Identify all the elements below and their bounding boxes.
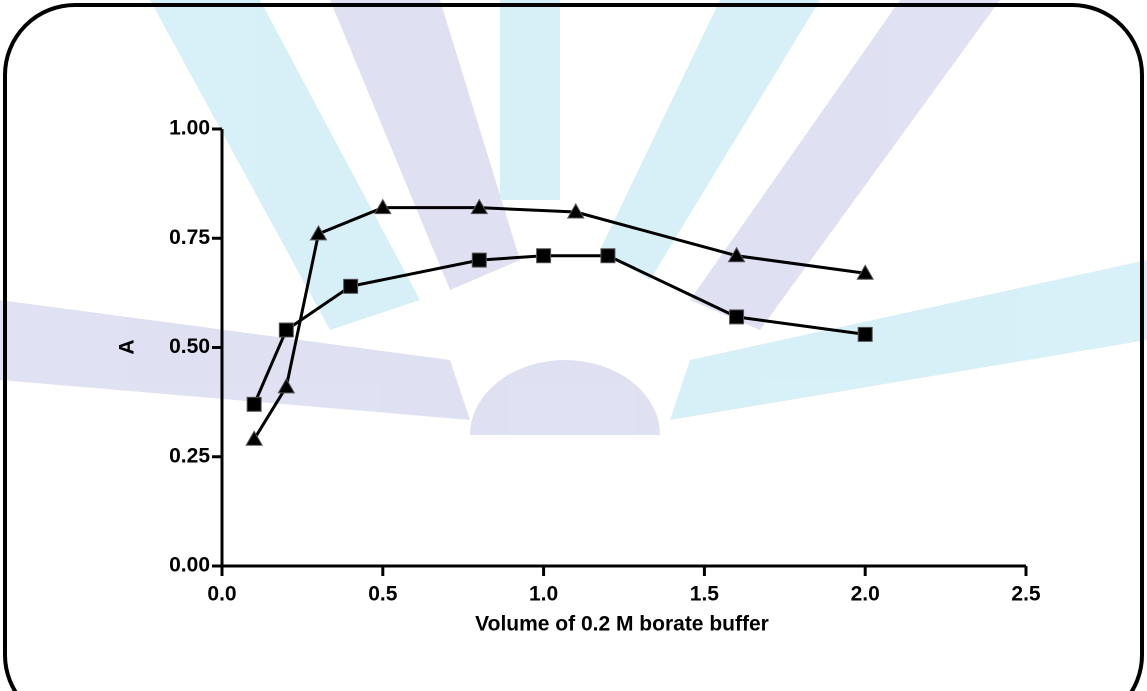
marker [246,396,262,412]
marker [245,430,264,446]
marker [277,377,296,394]
marker [471,252,487,268]
y-tick-label: 1.00 [169,117,210,140]
x-tick-label: 2.5 [1011,583,1041,606]
watermark-shape [330,0,520,290]
watermark [0,0,1147,435]
watermark-shape [690,0,1000,330]
marker [729,309,745,325]
y-tick-label: 0.75 [169,226,210,249]
watermark-shape [470,360,660,435]
y-tick-label: 0.00 [169,554,210,577]
x-axis-label: Volume of 0.2 M borate buffer [475,613,769,636]
x-tick-label: 0.5 [368,583,398,606]
line [252,254,866,405]
x-tick-label: 0.0 [207,583,236,606]
marker [566,203,585,219]
marker [309,224,328,241]
marker [373,198,392,215]
marker [536,248,552,264]
marker [600,248,616,264]
x-tick-label: 1.5 [690,583,720,606]
watermark-shape [150,0,420,330]
y-tick-label: 0.25 [169,444,210,467]
marker [343,278,359,294]
x-tick-label: 2.0 [851,583,880,606]
watermark-shape [670,260,1147,420]
marker [856,264,875,280]
marker [727,246,746,263]
watermark-shape [600,0,820,280]
marker [278,322,294,338]
y-axis-label: A [116,339,139,354]
x-tick-label: 1.0 [529,583,558,606]
frame [3,3,1144,691]
y-tick-label: 0.50 [169,335,210,358]
marker [857,326,873,342]
watermark-shape [500,0,560,200]
marker [470,198,489,215]
watermark-shape [0,300,470,420]
line [252,206,866,441]
